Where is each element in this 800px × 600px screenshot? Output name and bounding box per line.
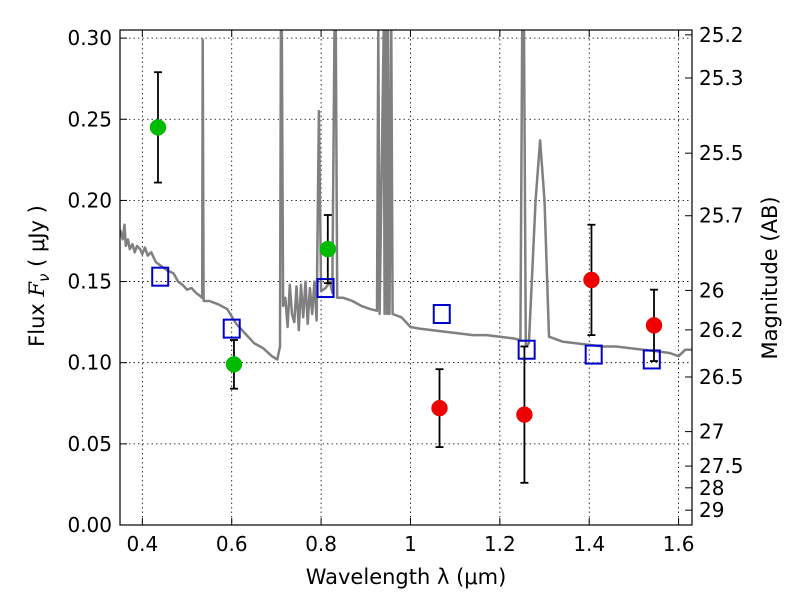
spectrum-layer <box>120 30 692 361</box>
x-tick-label: 0.4 <box>126 532 158 556</box>
mag-tick-label: 25.2 <box>699 23 744 47</box>
y-tick-label: 0.25 <box>67 107 112 131</box>
model-photometry-square <box>642 349 661 370</box>
y-tick-label: 0.15 <box>67 270 112 294</box>
observed-flux-point-green <box>225 356 243 373</box>
mag-tick-label: 27 <box>699 420 724 444</box>
model-photometry-square <box>432 304 451 325</box>
x-ticks: 0.4 0.6 0.8 1 1.2 1.4 1.6 <box>126 30 695 556</box>
model-photometry-square <box>222 318 241 339</box>
y-axis-label-sub: ν <box>35 274 53 282</box>
x-tick-label: 0.6 <box>216 532 248 556</box>
y-ticks: 0.00 0.05 0.10 0.15 0.20 0.25 0.30 <box>67 26 127 537</box>
mag-tick-label: 25.5 <box>699 141 744 165</box>
x-tick-label: 1.2 <box>484 532 516 556</box>
model-photometry-square <box>584 344 603 365</box>
x-tick-label: 1.4 <box>573 532 605 556</box>
plot-frame <box>119 29 693 526</box>
right-axis-label: Magnitude (AB) <box>758 196 782 359</box>
y-tick-label: 0.30 <box>67 26 112 50</box>
mag-tick-label: 29 <box>699 498 724 522</box>
mag-tick-label: 26.5 <box>699 365 744 389</box>
y-tick-label: 0.10 <box>67 351 112 375</box>
y-axis-label-symbol: F <box>25 281 49 298</box>
y-axis-label-prefix: Flux <box>25 297 49 347</box>
mag-tick-label: 26 <box>699 278 724 302</box>
y-tick-label: 0.05 <box>67 432 112 456</box>
y-axis-label-unit: ( μJy ) <box>25 205 49 273</box>
observed-flux-point-red <box>516 406 533 423</box>
mag-tick-label: 27.5 <box>699 454 744 478</box>
observed-flux-point-green <box>319 240 337 258</box>
observed-flux-point-red <box>583 271 600 289</box>
y-axis-label: Flux Fν ( μJy ) <box>25 205 53 347</box>
y-tick-label: 0.00 <box>67 513 112 537</box>
observed-flux-point-red <box>431 399 448 417</box>
mag-tick-label: 26.2 <box>699 318 744 342</box>
model-photometry-square <box>151 266 170 287</box>
observed-points-layer <box>149 71 663 484</box>
x-axis-label: Wavelength λ (μm) <box>306 565 507 589</box>
observed-flux-point-green <box>149 119 167 136</box>
mag-tick-label: 28 <box>699 476 724 500</box>
model-photometry-square <box>517 339 536 360</box>
y-tick-label: 0.20 <box>67 188 112 212</box>
x-tick-label: 1.6 <box>663 532 695 556</box>
observed-flux-point-red <box>645 317 663 334</box>
mag-tick-label: 25.7 <box>699 204 744 228</box>
model-points-layer <box>151 266 661 370</box>
x-tick-label: 0.8 <box>305 532 337 556</box>
grid <box>120 30 692 526</box>
x-tick-label: 1 <box>404 532 417 556</box>
model-spectrum-line <box>120 30 692 361</box>
mag-tick-label: 25.3 <box>699 66 744 90</box>
axes-frame <box>119 29 693 526</box>
model-photometry-square <box>316 278 335 299</box>
